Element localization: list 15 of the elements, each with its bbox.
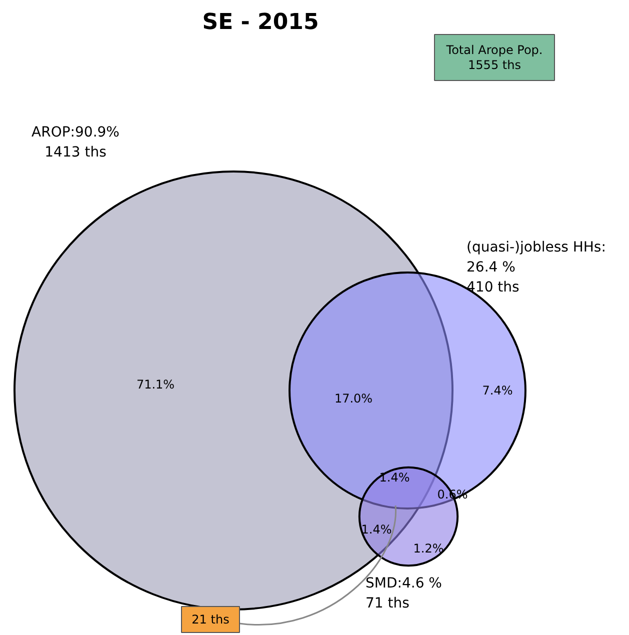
text: 7.4% bbox=[482, 384, 513, 398]
category-label: (quasi-)jobless HHs: 26.4 % bbox=[466, 240, 606, 276]
text: 1.4% bbox=[379, 470, 410, 484]
text: 21 ths bbox=[192, 612, 230, 626]
text: 17.0% bbox=[334, 392, 373, 406]
text: 1.2% bbox=[413, 542, 444, 556]
category-label: AROP:90.9% bbox=[32, 124, 120, 140]
text: 71.1% bbox=[136, 378, 175, 392]
text: 1.4% bbox=[361, 522, 392, 536]
category-label: SMD:4.6 % bbox=[366, 576, 442, 592]
data-label: 71 ths bbox=[366, 596, 410, 612]
data-label: 1413 ths bbox=[44, 144, 106, 160]
text: Total Arope Pop. 1555 ths bbox=[445, 43, 543, 72]
text: SE - 2015 bbox=[202, 10, 319, 35]
data-label: 410 ths bbox=[466, 280, 520, 296]
